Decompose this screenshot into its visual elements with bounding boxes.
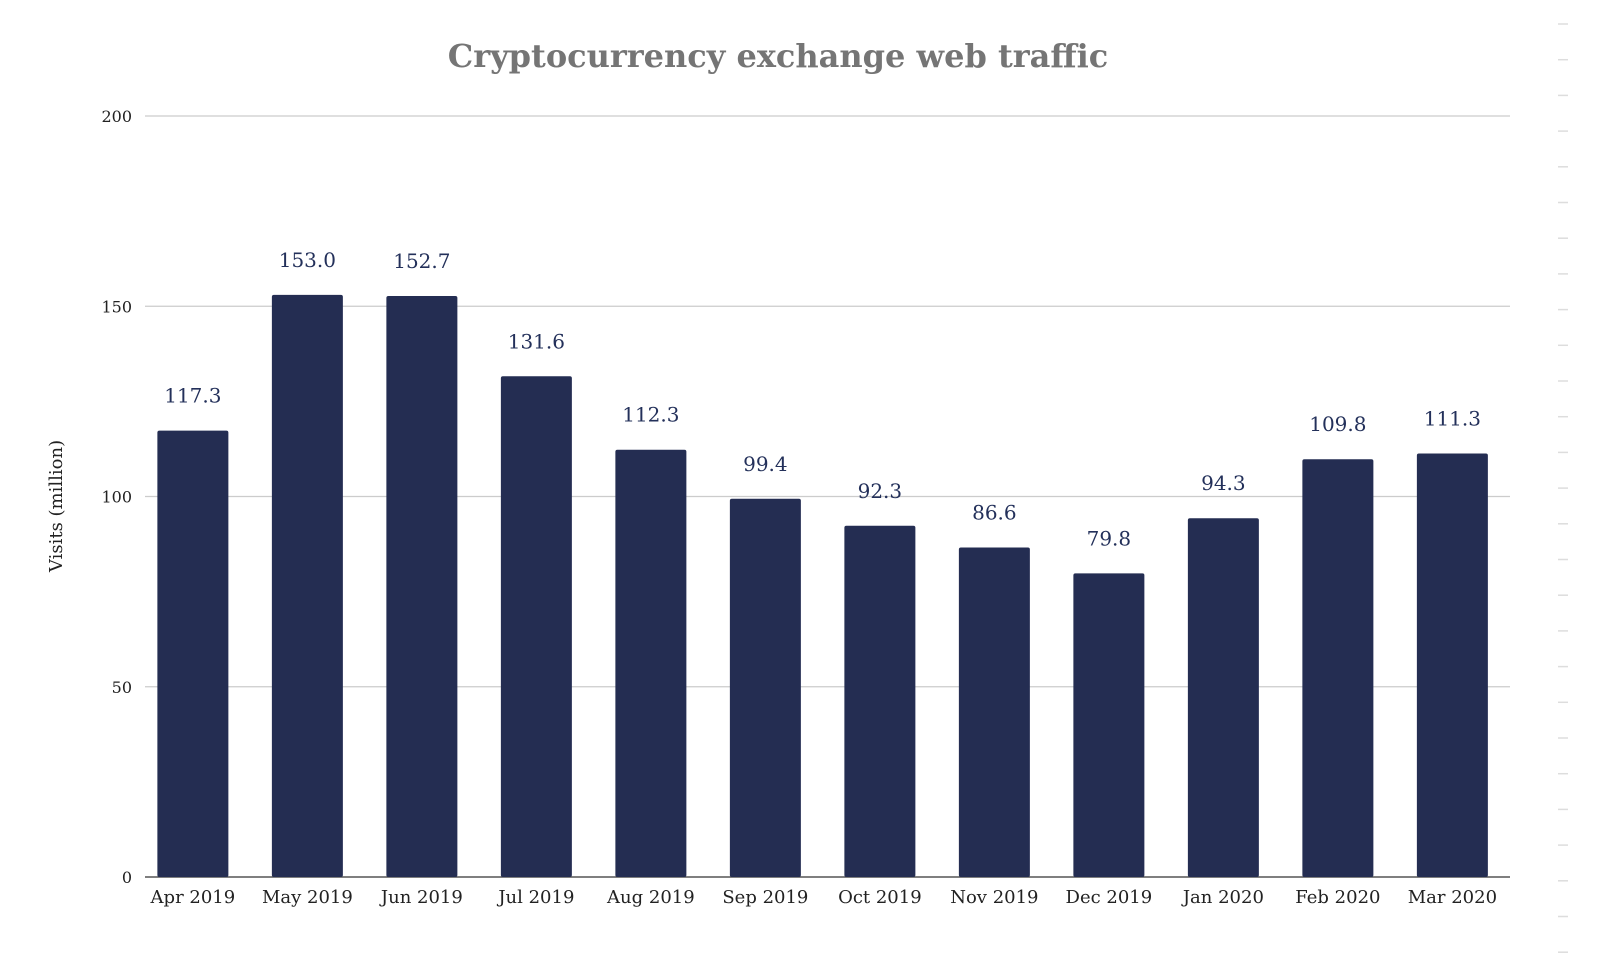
data-label: 92.3: [858, 479, 903, 503]
data-label: 99.4: [743, 452, 788, 476]
data-label: 117.3: [164, 384, 221, 408]
x-tick-label: Sep 2019: [722, 887, 808, 908]
data-label: 131.6: [508, 329, 565, 353]
bar: [1416, 453, 1488, 877]
bar: [386, 295, 458, 877]
bar: [1302, 459, 1374, 877]
bar: [844, 525, 916, 877]
bar: [157, 430, 229, 877]
bar: [271, 294, 343, 878]
x-tick-label: Jul 2019: [496, 887, 574, 908]
data-label: 86.6: [972, 500, 1017, 524]
x-tick-label: Aug 2019: [606, 887, 695, 908]
data-label: 112.3: [622, 403, 679, 427]
bar: [1187, 518, 1259, 877]
bar: [1073, 573, 1145, 877]
y-tick-label: 50: [112, 678, 132, 697]
chart-title: Cryptocurrency exchange web traffic: [448, 37, 1109, 75]
x-tick-label: Jun 2019: [379, 887, 463, 908]
bar: [500, 376, 572, 877]
bar: [958, 547, 1030, 877]
y-tick-label: 200: [101, 107, 132, 126]
data-label: 153.0: [279, 248, 336, 272]
x-tick-label: Apr 2019: [150, 887, 236, 908]
x-tick-label: Jan 2020: [1181, 887, 1264, 908]
x-tick-label: Oct 2019: [838, 887, 922, 908]
x-tick-label: Nov 2019: [950, 887, 1038, 908]
x-tick-label: May 2019: [262, 887, 353, 908]
bar: [615, 449, 687, 877]
y-tick-label: 0: [122, 868, 132, 887]
y-axis-label: Visits (million): [46, 440, 67, 573]
data-label: 111.3: [1424, 407, 1481, 431]
data-label: 109.8: [1309, 412, 1366, 436]
x-tick-label: Mar 2020: [1408, 887, 1497, 908]
bar: [729, 498, 801, 877]
data-label: 79.8: [1087, 526, 1132, 550]
x-tick-label: Feb 2020: [1295, 887, 1380, 908]
x-tick-label: Dec 2019: [1066, 887, 1153, 908]
y-tick-label: 100: [101, 488, 132, 507]
data-label: 152.7: [393, 249, 450, 273]
data-label: 94.3: [1201, 471, 1246, 495]
y-tick-label: 150: [101, 297, 132, 316]
